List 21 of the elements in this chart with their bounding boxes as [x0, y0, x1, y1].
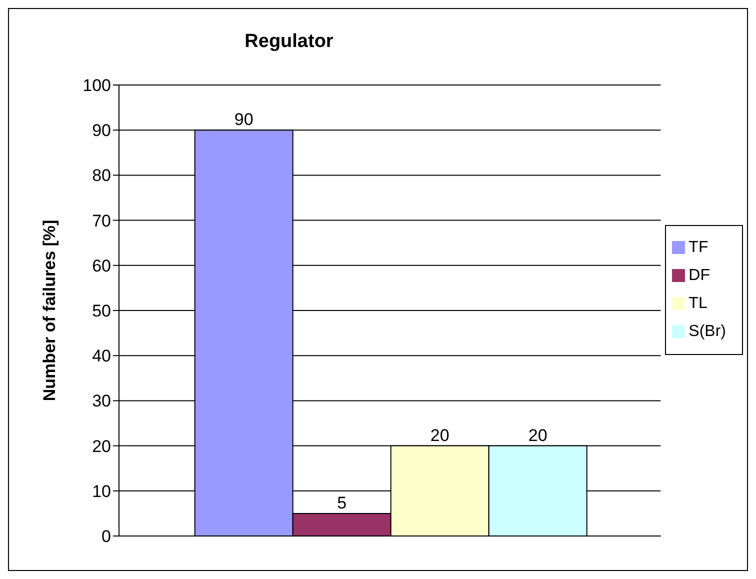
legend-label: S(Br): [688, 322, 726, 340]
y-tick-label: 90: [92, 121, 111, 140]
y-tick-label: 70: [92, 211, 111, 230]
data-label: 20: [430, 426, 450, 445]
data-label: 90: [234, 110, 254, 130]
data-label: 5: [337, 493, 347, 512]
y-tick-label: 0: [102, 527, 111, 546]
y-tick-label: 50: [92, 302, 111, 321]
y-tick-label: 10: [92, 482, 111, 501]
chart-title: Regulator: [244, 31, 334, 53]
data-label: 20: [528, 426, 548, 445]
y-tick-label: 20: [92, 436, 111, 456]
legend-label: TF: [688, 238, 708, 256]
y-axis-title: Number of failures [%]: [40, 220, 60, 402]
y-tick-label: 80: [92, 166, 111, 186]
y-tick-label: 60: [92, 256, 111, 276]
y-tick-label: 100: [82, 76, 111, 96]
y-tick-label: 40: [92, 346, 111, 366]
y-tick-label: 30: [92, 392, 111, 411]
legend-label: DF: [688, 266, 710, 284]
legend-label: TL: [688, 294, 708, 312]
